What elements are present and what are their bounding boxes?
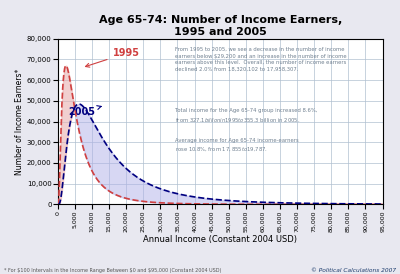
Title: Age 65-74: Number of Income Earners,
1995 and 2005: Age 65-74: Number of Income Earners, 199… — [98, 15, 342, 37]
Text: 2005: 2005 — [68, 106, 101, 117]
Text: From 1995 to 2005, we see a decrease in the number of income
earners below $29,2: From 1995 to 2005, we see a decrease in … — [175, 47, 346, 72]
Text: 1995: 1995 — [86, 48, 140, 67]
X-axis label: Annual Income (Constant 2004 USD): Annual Income (Constant 2004 USD) — [143, 235, 297, 244]
Text: Total income for the Age 65-74 group increased 8.6%,
from $327.1 billion in 1995: Total income for the Age 65-74 group inc… — [175, 108, 317, 124]
Y-axis label: Number of Income Earners*: Number of Income Earners* — [15, 68, 24, 175]
Text: © Political Calculations 2007: © Political Calculations 2007 — [311, 268, 396, 273]
Text: * For $100 Intervals in the Income Range Between $0 and $95,000 (Constant 2004 U: * For $100 Intervals in the Income Range… — [4, 268, 221, 273]
Text: Average income for Age 65-74 income-earners
rose 10.8%, from $17,855 to $19,787.: Average income for Age 65-74 income-earn… — [175, 138, 298, 153]
